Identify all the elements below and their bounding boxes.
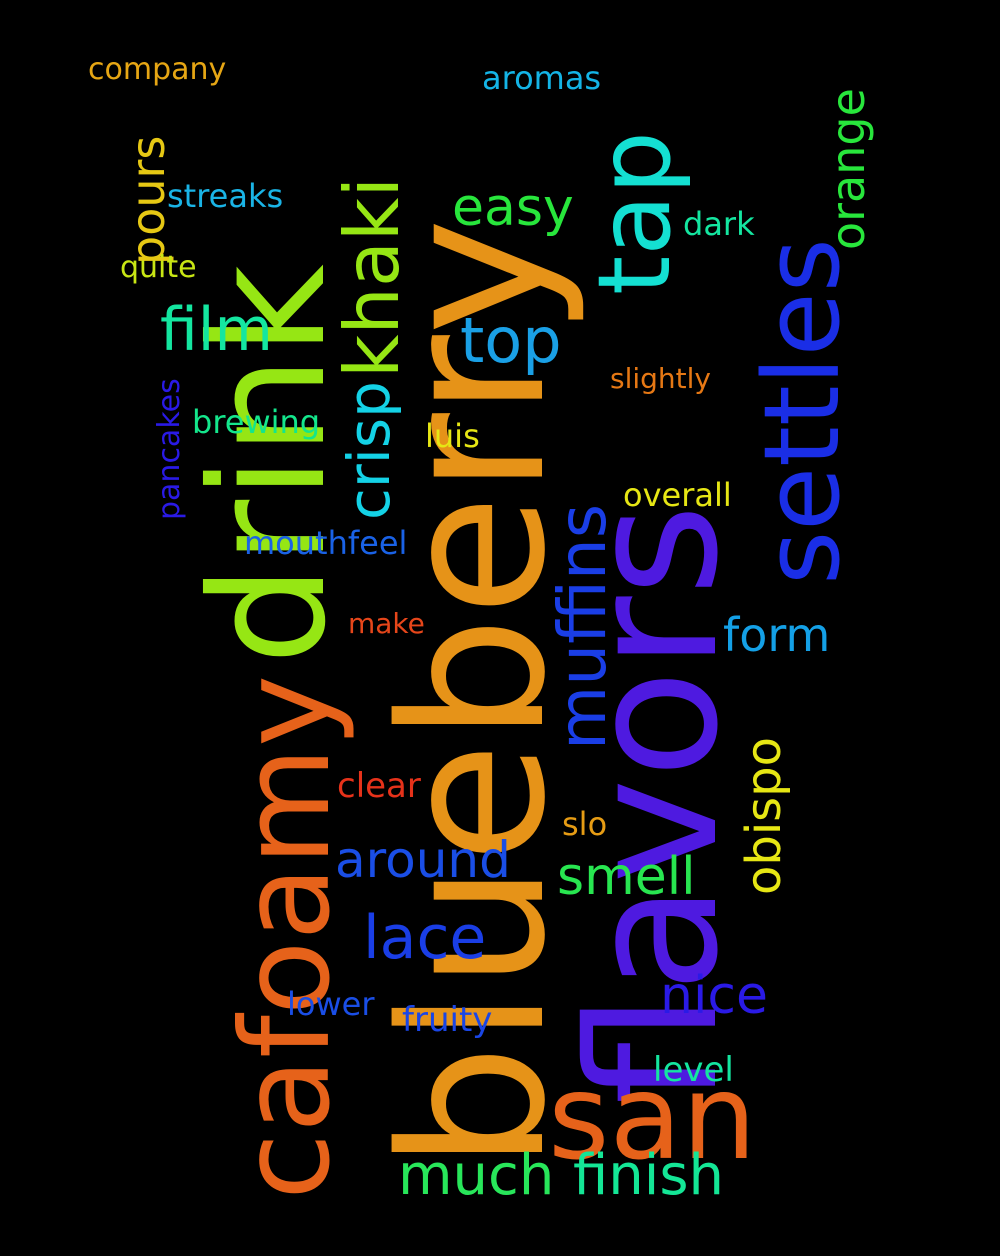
word-company: company (88, 52, 227, 87)
word-orange: orange (821, 88, 875, 250)
word-finish: finish (573, 1143, 724, 1208)
word-clear: clear (337, 766, 421, 806)
word-fruity: fruity (402, 1000, 493, 1040)
word-pours: pours (121, 135, 175, 265)
word-slo: slo (562, 805, 608, 843)
word-easy: easy (452, 178, 574, 238)
word-muffins: muffins (544, 503, 621, 750)
word-quite: quite (120, 250, 197, 285)
word-top: top (460, 304, 562, 377)
word-nice: nice (660, 966, 768, 1026)
word-settles: settles (741, 238, 863, 585)
word-san: san (548, 1048, 757, 1186)
word-much: much (398, 1143, 555, 1208)
word-smell: smell (557, 847, 696, 907)
word-level: level (653, 1050, 734, 1090)
word-lace: lace (363, 903, 487, 973)
word-form: form (723, 608, 831, 662)
word-mouthfeel: mouthfeel (244, 524, 408, 562)
word-make: make (348, 607, 425, 640)
word-tap: tap (576, 131, 693, 295)
word-cafoamy: cafoamy (215, 674, 357, 1200)
word-brewing: brewing (192, 403, 321, 441)
word-slightly: slightly (610, 362, 711, 395)
word-around: around (335, 831, 511, 889)
word-pancakes: pancakes (152, 378, 187, 520)
word-luis: luis (425, 417, 480, 455)
word-obispo: obispo (736, 736, 792, 895)
word-overall: overall (623, 476, 732, 514)
word-aromas: aromas (482, 59, 602, 97)
word-lower: lower (287, 985, 375, 1023)
word-crisp: crisp (335, 381, 403, 520)
word-film: film (160, 295, 273, 365)
word-dark: dark (683, 205, 755, 243)
word-khaki: khaki (328, 176, 416, 378)
word-streaks: streaks (167, 177, 284, 215)
